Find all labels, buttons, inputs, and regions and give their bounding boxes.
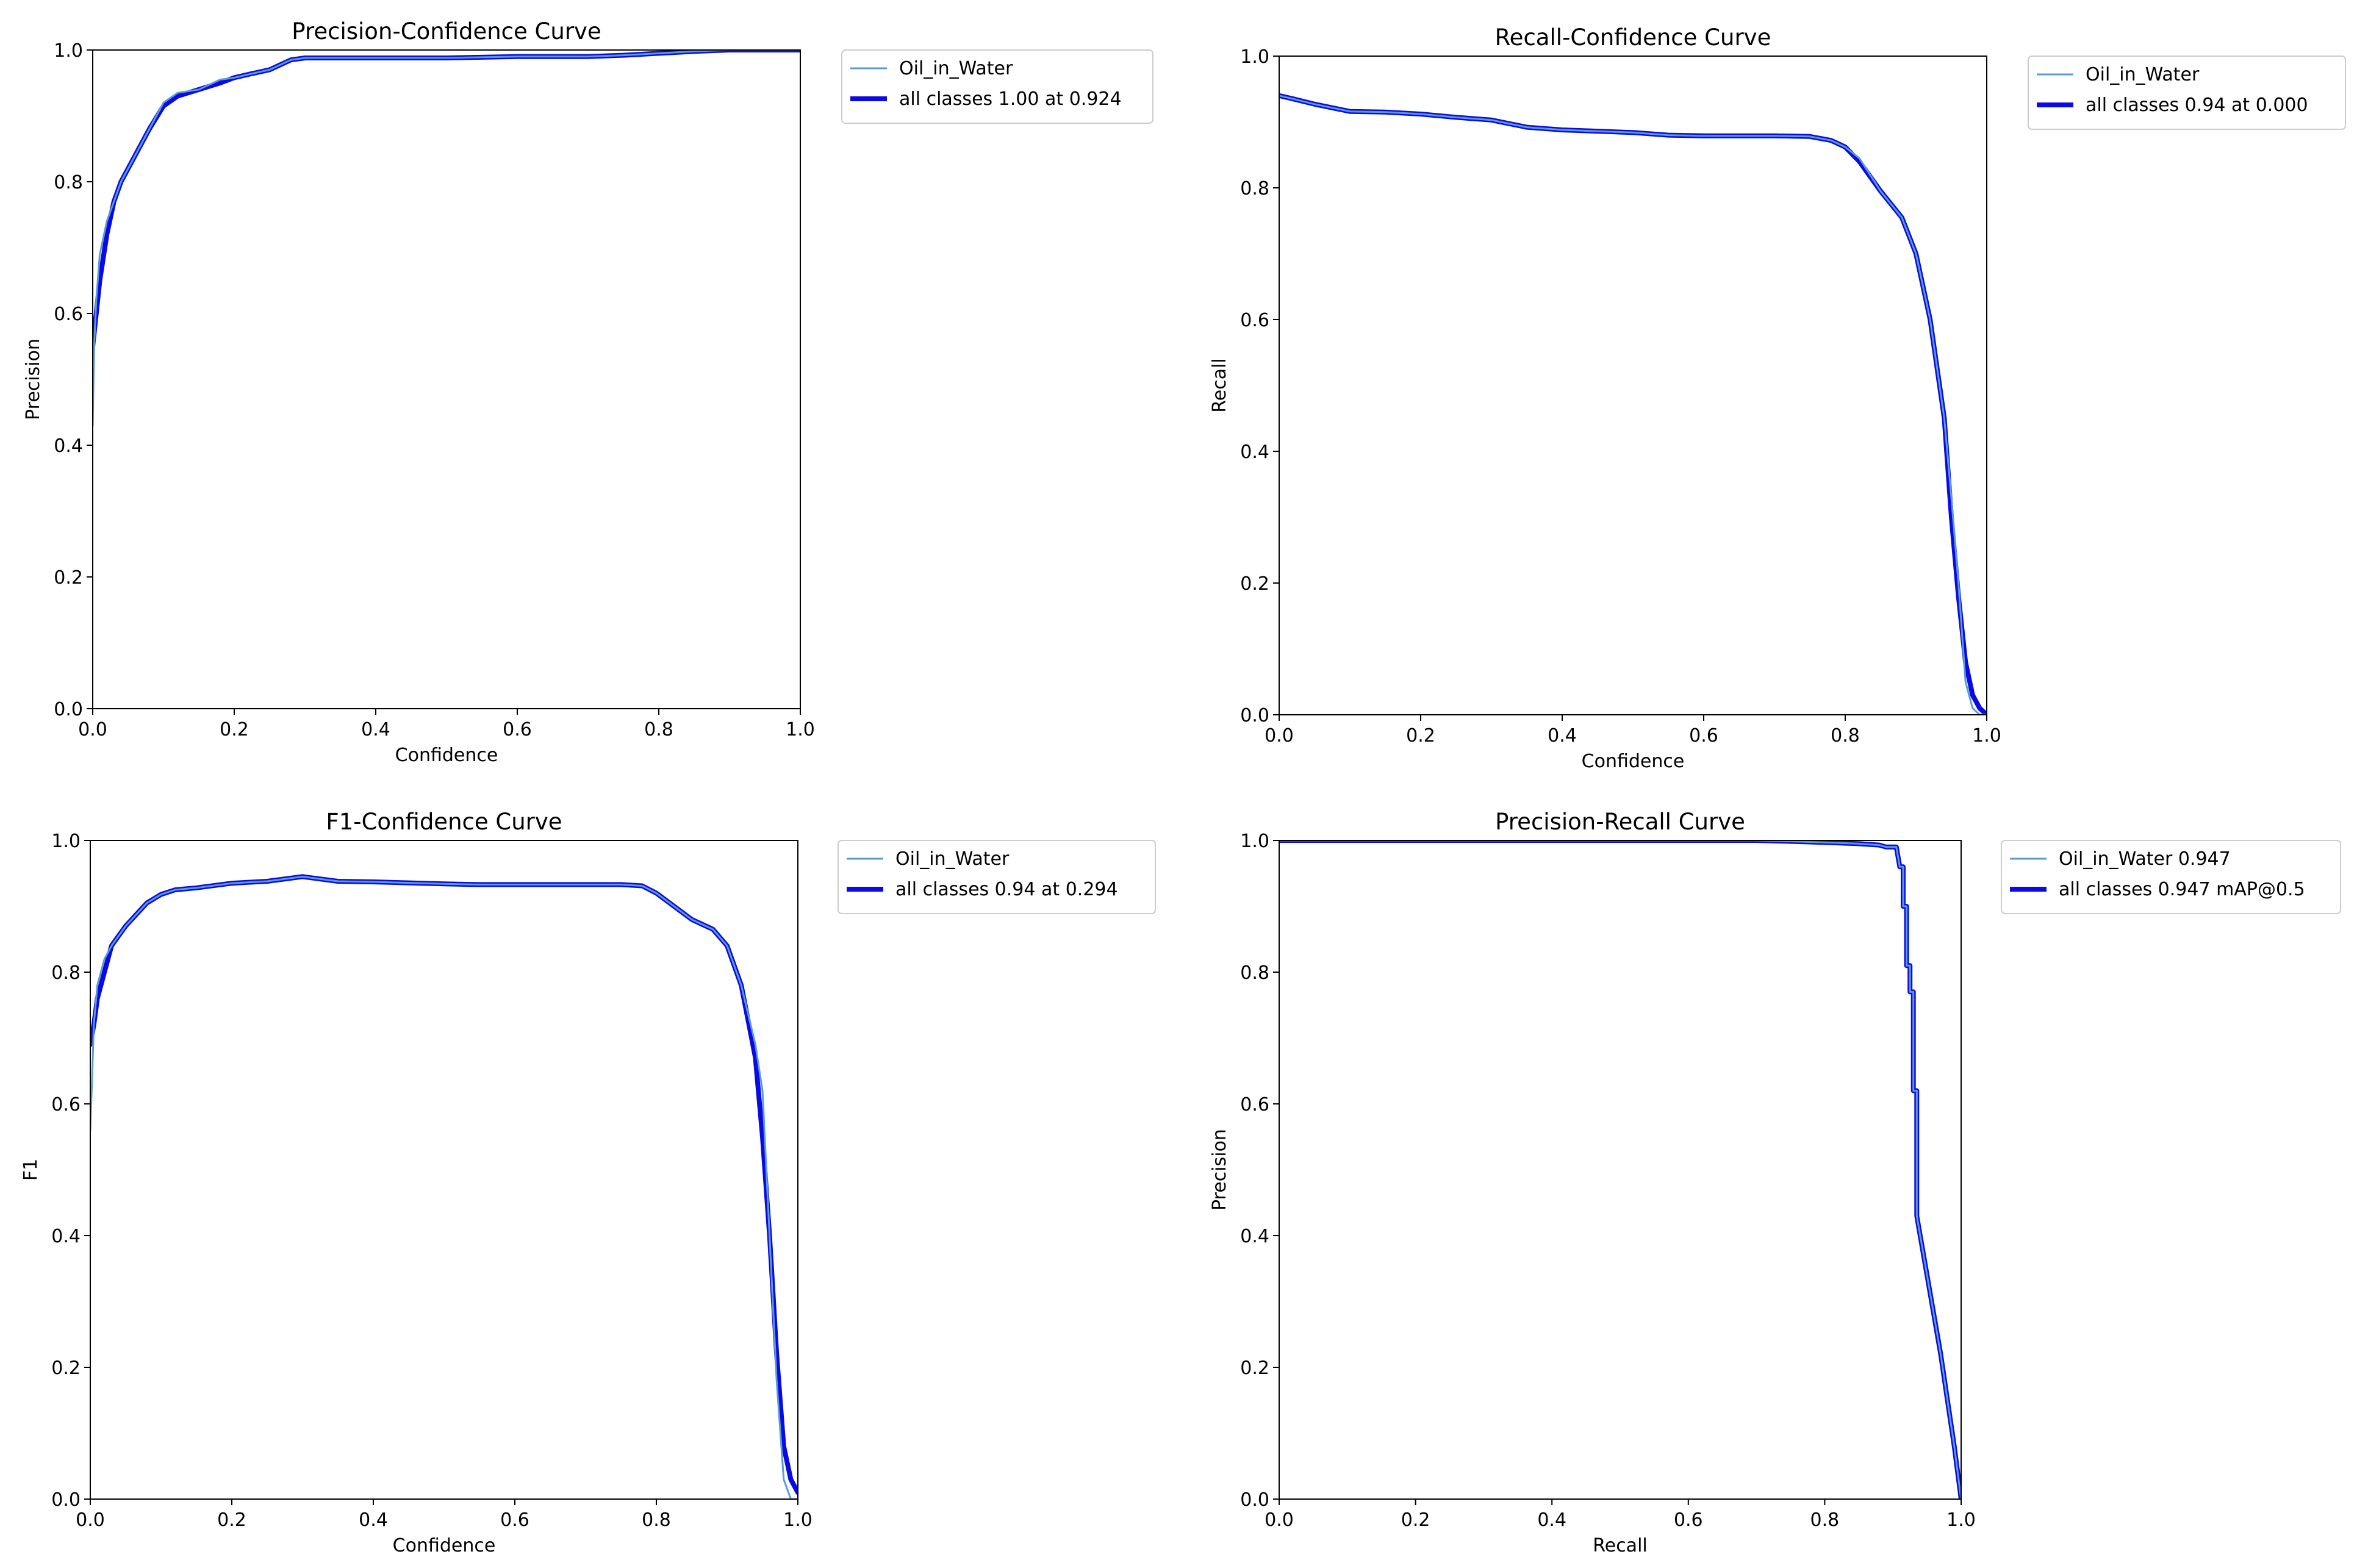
f1-confidence-ytick-label: 1.0 xyxy=(51,831,81,852)
precision-confidence-series-class-line xyxy=(93,50,800,427)
f1-confidence-legend xyxy=(838,840,1156,914)
f1-confidence-legend-label: Oil_in_Water xyxy=(895,848,1010,870)
recall-confidence-title: Recall-Confidence Curve xyxy=(1495,24,1771,51)
precision-recall-xtick-label: 0.0 xyxy=(1265,1509,1294,1531)
f1-confidence-ytick-label: 0.2 xyxy=(51,1358,81,1379)
precision-recall-axes-frame xyxy=(1279,840,1962,1500)
precision-confidence-ytick-label: 0.8 xyxy=(54,172,83,193)
precision-confidence-axes-frame xyxy=(92,49,801,709)
f1-confidence-ytick-label: 0.8 xyxy=(51,962,81,984)
recall-confidence-ytick-label: 1.0 xyxy=(1240,46,1269,68)
precision-recall-legend-label: Oil_in_Water 0.947 xyxy=(2059,848,2231,870)
recall-confidence-legend-label: Oil_in_Water xyxy=(2086,64,2200,85)
f1-confidence-axes-frame xyxy=(90,840,798,1500)
precision-recall-xtick-label: 0.6 xyxy=(1674,1509,1703,1531)
precision-confidence-ytick-label: 0.6 xyxy=(54,304,83,325)
precision-recall-ytick-label: 0.2 xyxy=(1240,1358,1269,1379)
recall-confidence-legend-label: all classes 0.94 at 0.000 xyxy=(2086,95,2308,116)
precision-recall-ytick-label: 0.0 xyxy=(1240,1489,1269,1511)
f1-confidence-series-class-line xyxy=(90,875,798,1499)
precision-confidence-xtick-label: 0.8 xyxy=(644,719,673,740)
precision-confidence-xtick-label: 0.4 xyxy=(361,719,390,740)
precision-recall-xlabel: Recall xyxy=(1593,1535,1648,1556)
recall-confidence-xtick-label: 0.8 xyxy=(1831,725,1860,746)
f1-confidence-legend-label: all classes 0.94 at 0.294 xyxy=(895,879,1118,900)
precision-recall-legend-label: all classes 0.947 mAP@0.5 xyxy=(2059,879,2305,900)
recall-confidence-xtick-label: 0.2 xyxy=(1406,725,1435,746)
precision-recall-ytick-label: 0.8 xyxy=(1240,962,1269,984)
recall-confidence-xtick-label: 0.4 xyxy=(1548,725,1577,746)
precision-confidence-panel: Precision-Confidence Curve 0.0 0.2 0.4 0.6 0.… xyxy=(23,18,1153,766)
precision-recall-ytick-label: 0.4 xyxy=(1240,1226,1269,1247)
precision-recall-xtick-label: 1.0 xyxy=(1946,1509,1976,1531)
recall-confidence-ytick-label: 0.4 xyxy=(1240,442,1269,463)
recall-confidence-ytick-label: 0.6 xyxy=(1240,310,1269,331)
f1-confidence-xtick-label: 0.8 xyxy=(642,1509,671,1531)
recall-confidence-ytick-label: 0.8 xyxy=(1240,178,1269,199)
f1-confidence-ylabel: F1 xyxy=(20,1159,41,1181)
recall-confidence-ytick-label: 0.2 xyxy=(1240,573,1269,595)
precision-confidence-xlabel: Confidence xyxy=(395,745,498,766)
precision-recall-xtick-label: 0.8 xyxy=(1810,1509,1840,1531)
precision-recall-panel: Precision-Recall Curve 0.0 0.2 0.4 0.6 0.8 1.0… xyxy=(1209,809,2341,1556)
precision-recall-xtick-label: 0.4 xyxy=(1537,1509,1566,1531)
f1-confidence-xtick-label: 0.4 xyxy=(359,1509,388,1531)
recall-confidence-xtick-label: 0.0 xyxy=(1265,725,1294,746)
precision-confidence-xtick-label: 0.2 xyxy=(220,719,249,740)
precision-confidence-ytick-label: 0.0 xyxy=(54,699,83,720)
f1-confidence-xtick-label: 1.0 xyxy=(783,1509,813,1531)
f1-confidence-series-all-classes-line xyxy=(90,874,798,1495)
recall-confidence-ytick-label: 0.0 xyxy=(1240,705,1269,726)
recall-confidence-xlabel: Confidence xyxy=(1582,751,1685,772)
recall-confidence-series-class-line xyxy=(1279,95,1987,715)
precision-confidence-xtick-label: 0.6 xyxy=(503,719,532,740)
precision-confidence-legend-label: all classes 1.00 at 0.924 xyxy=(899,88,1122,110)
precision-recall-xtick-label: 0.2 xyxy=(1401,1509,1430,1531)
recall-confidence-legend xyxy=(2028,55,2346,130)
precision-confidence-ylabel: Precision xyxy=(23,338,44,420)
precision-confidence-legend xyxy=(841,49,1153,124)
precision-confidence-xtick-label: 1.0 xyxy=(786,719,815,740)
f1-confidence-ytick-label: 0.4 xyxy=(51,1226,81,1247)
recall-confidence-ylabel: Recall xyxy=(1209,358,1230,413)
precision-confidence-ytick-label: 0.4 xyxy=(54,435,83,457)
recall-confidence-axes-frame xyxy=(1279,55,1987,715)
precision-confidence-ytick-label: 0.2 xyxy=(54,567,83,589)
f1-confidence-xtick-label: 0.0 xyxy=(76,1509,105,1531)
recall-confidence-xtick-label: 0.6 xyxy=(1689,725,1718,746)
recall-confidence-series-all-classes-line xyxy=(1279,93,1987,715)
precision-confidence-title: Precision-Confidence Curve xyxy=(292,18,601,45)
f1-confidence-panel: F1-Confidence Curve 0.0 0.2 0.4 0.6 0.8 1.0 0.0… xyxy=(20,809,1156,1556)
precision-confidence-legend-label: Oil_in_Water xyxy=(899,58,1013,79)
f1-confidence-xlabel: Confidence xyxy=(393,1535,496,1556)
f1-confidence-ytick-label: 0.0 xyxy=(51,1489,81,1511)
precision-confidence-series-all-classes-line xyxy=(93,50,800,349)
f1-confidence-title: F1-Confidence Curve xyxy=(326,809,562,835)
recall-confidence-xtick-label: 1.0 xyxy=(1972,725,2001,746)
precision-recall-series-all-classes-line xyxy=(1279,840,1961,1499)
precision-recall-legend xyxy=(2001,840,2341,914)
recall-confidence-panel: Recall-Confidence Curve 0.0 0.2 0.4 0.6 0.8 1.… xyxy=(1209,24,2346,772)
precision-confidence-ytick-label: 1.0 xyxy=(54,40,83,62)
precision-recall-title: Precision-Recall Curve xyxy=(1495,809,1745,835)
precision-recall-ytick-label: 1.0 xyxy=(1240,831,1269,852)
precision-confidence-xtick-label: 0.0 xyxy=(78,719,107,740)
f1-confidence-xtick-label: 0.2 xyxy=(217,1509,246,1531)
precision-recall-series-class-line xyxy=(1279,840,1961,1499)
precision-recall-ylabel: Precision xyxy=(1209,1129,1230,1211)
precision-recall-ytick-label: 0.6 xyxy=(1240,1094,1269,1115)
f1-confidence-xtick-label: 0.6 xyxy=(500,1509,529,1531)
f1-confidence-ytick-label: 0.6 xyxy=(51,1094,81,1115)
